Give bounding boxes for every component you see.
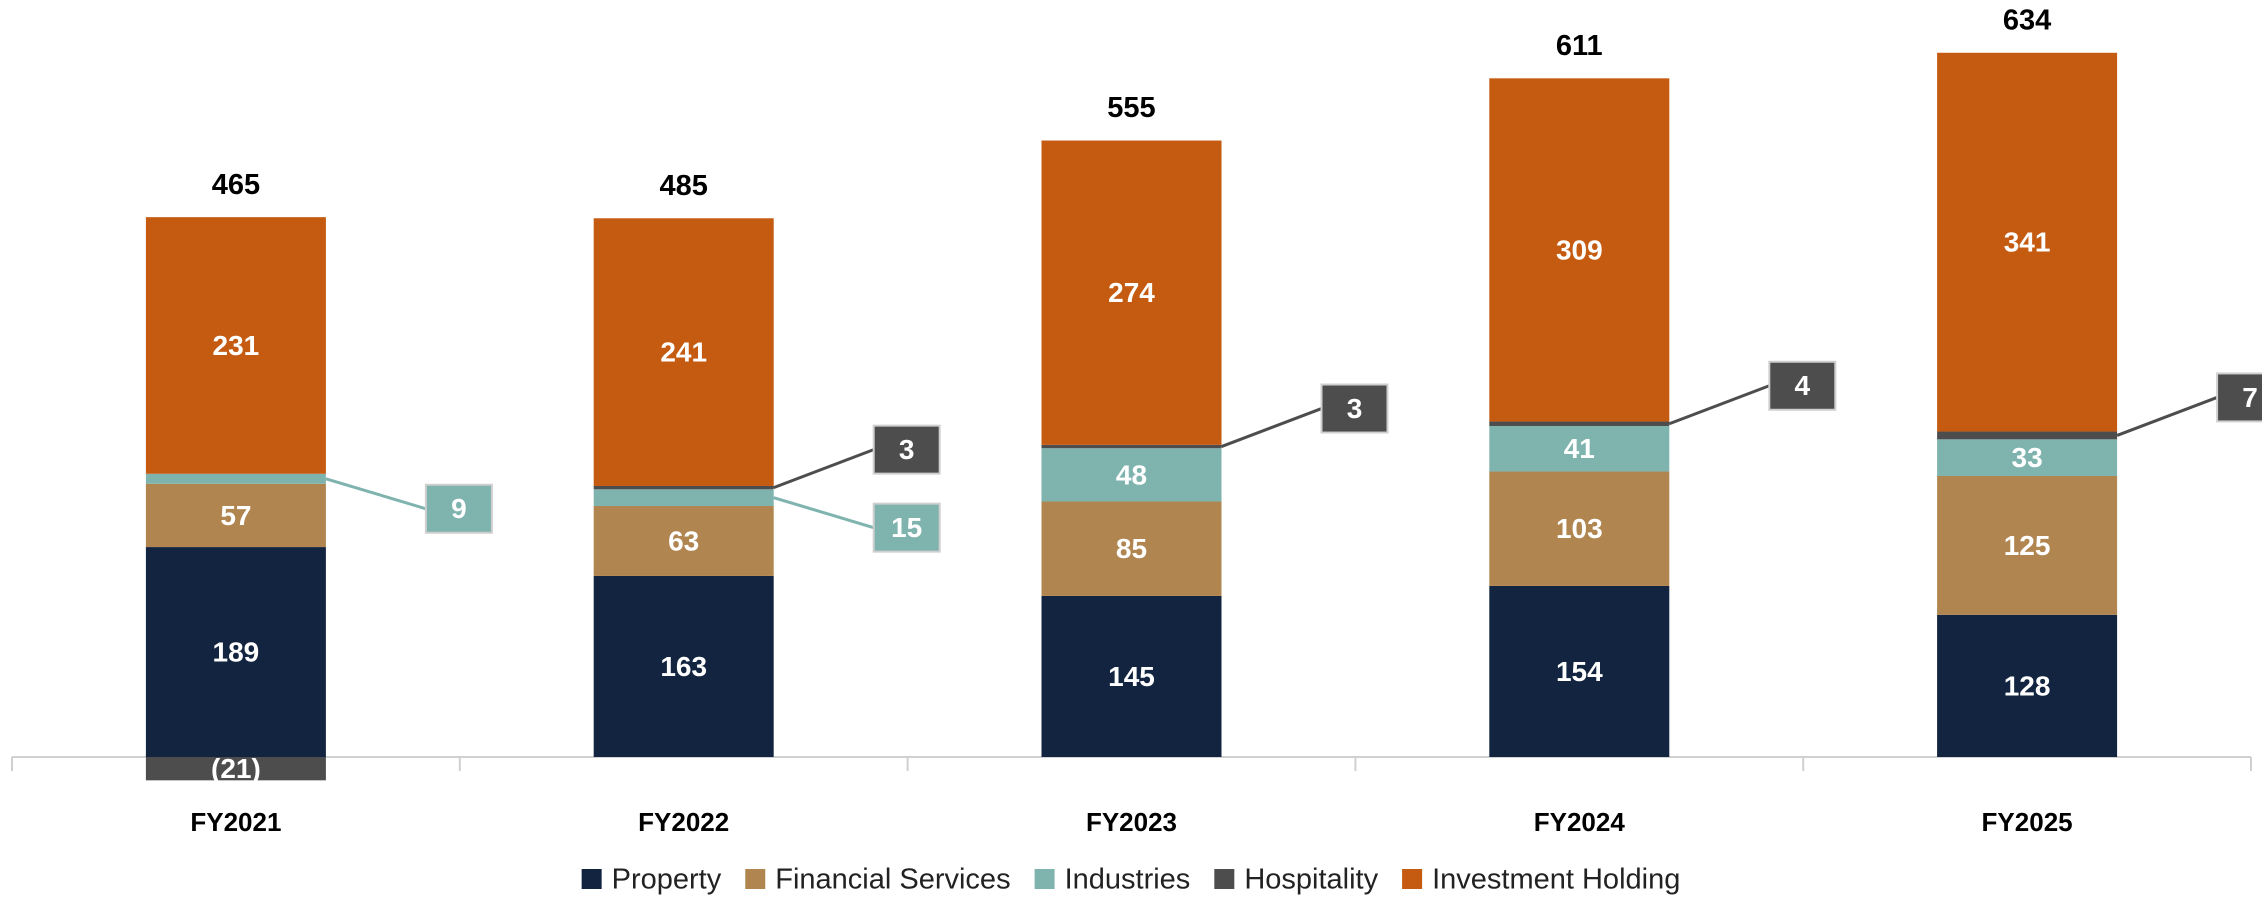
data-label: 7 — [2242, 382, 2258, 413]
bar-segment — [593, 218, 774, 486]
data-label: 241 — [660, 337, 707, 368]
callout-leader — [325, 477, 427, 511]
total-label: 611 — [1556, 30, 1603, 62]
callout-leader — [773, 448, 875, 490]
data-label: 163 — [660, 651, 707, 682]
callout-box — [2216, 372, 2262, 423]
data-label: 85 — [1116, 533, 1147, 564]
bar-segment — [1937, 439, 2118, 476]
x-tick-label: FY2021 — [190, 807, 281, 837]
bar-segment — [1489, 78, 1670, 422]
legend-label: Hospitality — [1244, 864, 1378, 896]
bar-segment — [1041, 501, 1222, 596]
total-label: 555 — [1107, 92, 1155, 124]
data-label: 231 — [213, 330, 260, 361]
legend-swatch — [1214, 869, 1235, 889]
data-label: 3 — [899, 434, 915, 465]
bar-segment — [1937, 614, 2118, 757]
data-label: 57 — [220, 500, 251, 531]
bar-segment — [145, 757, 326, 781]
data-label: 341 — [2004, 227, 2051, 258]
x-tick-label: FY2024 — [1534, 807, 1626, 837]
data-label: 9 — [451, 493, 467, 524]
data-label: 125 — [2004, 530, 2051, 561]
callout-leader — [773, 496, 875, 530]
data-label: 103 — [1556, 513, 1603, 544]
bar-segment — [145, 483, 326, 548]
bar-segment — [1489, 425, 1670, 472]
data-label: 15 — [891, 512, 922, 543]
data-label: 274 — [1108, 277, 1155, 308]
total-label: 485 — [660, 170, 708, 202]
bar-segment — [145, 473, 326, 484]
data-label: 33 — [2012, 442, 2043, 473]
callout-box — [424, 483, 493, 534]
data-label: 41 — [1564, 433, 1595, 464]
legend-swatch — [1034, 869, 1055, 889]
callout-leader — [2116, 396, 2218, 437]
data-label: 189 — [213, 636, 260, 667]
legend-swatch — [1402, 869, 1423, 889]
bar-segment — [1489, 421, 1670, 426]
x-tick-label: FY2023 — [1086, 807, 1177, 837]
data-label: 4 — [1795, 370, 1811, 401]
bar-segment — [593, 505, 774, 576]
bar-segment — [593, 575, 774, 757]
bar-segment — [1489, 471, 1670, 586]
callout-box — [872, 502, 941, 553]
bar-segment — [593, 485, 774, 490]
bar-segment — [1489, 585, 1670, 757]
legend-label: Industries — [1065, 864, 1191, 896]
data-label: (21) — [211, 753, 261, 784]
data-label: 3 — [1347, 393, 1363, 424]
total-label: 465 — [212, 169, 260, 201]
bar-segment — [1041, 444, 1222, 449]
legend-label: Investment Holding — [1432, 864, 1680, 896]
callout-leader — [1220, 407, 1323, 448]
bar-segment — [1041, 448, 1222, 502]
legend-label: Financial Services — [775, 864, 1010, 896]
bar-segment — [145, 217, 326, 474]
callout-box — [872, 424, 941, 475]
bar-segment — [1937, 52, 2118, 432]
bar-segment — [1041, 595, 1222, 757]
total-label: 634 — [2003, 4, 2051, 36]
data-label: 48 — [1116, 459, 1147, 490]
data-label: 128 — [2004, 670, 2051, 701]
bar-segment — [1937, 475, 2118, 615]
bar-segment — [1937, 431, 2118, 440]
data-label: 145 — [1108, 661, 1155, 692]
legend-swatch — [745, 869, 766, 889]
callout-box — [1320, 383, 1389, 434]
callout-box — [1768, 360, 1837, 411]
legend-swatch — [581, 869, 602, 889]
callout-leader — [1668, 384, 1770, 426]
x-tick-label: FY2025 — [1982, 807, 2073, 837]
data-label: 63 — [668, 525, 699, 556]
data-label: 154 — [1556, 656, 1603, 687]
bar-segment — [1041, 140, 1222, 445]
data-label: 309 — [1556, 234, 1603, 265]
bar-segment — [593, 489, 774, 506]
legend-label: Property — [612, 864, 722, 896]
x-tick-label: FY2022 — [638, 807, 729, 837]
bar-segment — [145, 547, 326, 757]
